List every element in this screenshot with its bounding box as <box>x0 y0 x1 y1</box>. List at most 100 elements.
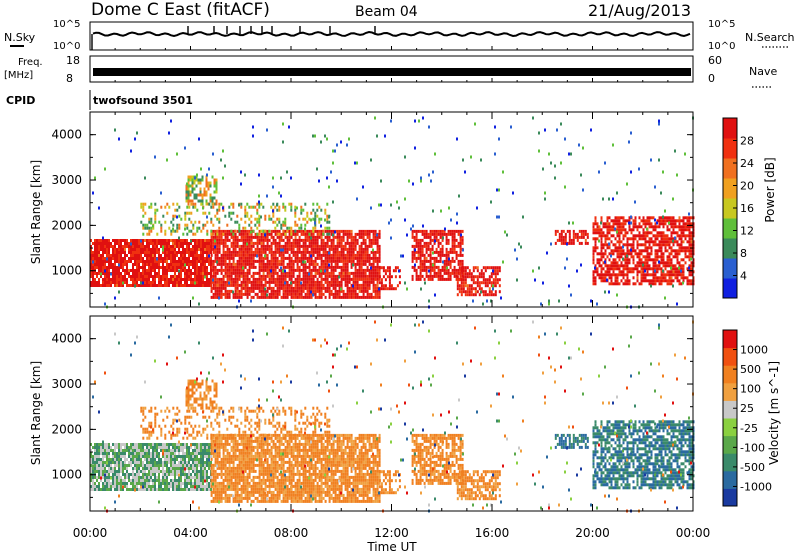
scatter-cell <box>631 267 633 270</box>
scatter-cell <box>110 266 112 269</box>
scatter-cell <box>333 275 335 278</box>
scatter-cell <box>689 243 691 246</box>
scatter-cell <box>633 225 635 228</box>
scatter-cell <box>114 473 116 476</box>
scatter-cell <box>681 264 683 267</box>
scatter-cell <box>649 240 651 243</box>
scatter-cell <box>116 443 118 446</box>
scatter-cell <box>239 254 241 257</box>
scatter-cell <box>112 443 114 446</box>
scatter-cell <box>112 257 114 260</box>
scatter-cell <box>617 279 619 282</box>
scatter-cell <box>150 263 152 266</box>
scatter-cell <box>110 281 112 284</box>
scatter-cell <box>397 266 399 269</box>
scatter-cell <box>263 260 265 263</box>
scatter-cell <box>420 254 422 257</box>
scatter-cell <box>259 239 261 242</box>
scatter-cell <box>264 255 266 258</box>
scatter-cell <box>313 269 315 272</box>
scatter-cell <box>108 260 110 263</box>
freq-tick-bottom: 8 <box>66 72 73 85</box>
scatter-cell <box>192 281 194 284</box>
scatter-cell <box>560 123 562 126</box>
scatter-cell <box>271 290 273 293</box>
scatter-cell <box>460 245 462 248</box>
scatter-cell <box>235 248 237 251</box>
scatter-cell <box>442 269 444 272</box>
scatter-cell <box>420 180 422 183</box>
scatter-cell <box>593 252 595 255</box>
scatter-cell <box>146 257 148 260</box>
scatter-cell <box>281 245 283 248</box>
scatter-cell <box>285 293 287 296</box>
scatter-cell <box>345 242 347 245</box>
scatter-cell <box>631 228 633 231</box>
scatter-cell <box>456 254 458 257</box>
scatter-cell <box>655 276 657 279</box>
scatter-cell <box>206 221 208 224</box>
scatter-cell <box>671 258 673 261</box>
scatter-cell <box>325 263 327 266</box>
scatter-cell <box>319 254 321 257</box>
scatter-cell <box>160 257 162 260</box>
scatter-cell <box>202 242 204 245</box>
scatter-cell <box>134 285 136 288</box>
scatter-cell <box>98 248 100 251</box>
scatter-cell <box>194 177 196 180</box>
scatter-cell <box>669 237 671 240</box>
scatter-cell <box>331 230 333 233</box>
scatter-cell <box>581 242 583 245</box>
scatter-cell <box>235 272 237 275</box>
scatter-cell <box>146 224 148 227</box>
scatter-cell <box>661 276 663 279</box>
scatter-cell <box>432 210 434 213</box>
scatter-cell <box>639 222 641 225</box>
scatter-cell <box>661 231 663 234</box>
scatter-cell <box>287 245 289 248</box>
scatter-cell <box>659 219 661 222</box>
scatter-cell <box>289 263 291 266</box>
scatter-cell <box>138 254 140 257</box>
scatter-cell <box>347 290 349 293</box>
scatter-cell <box>142 227 144 230</box>
scatter-cell <box>685 216 687 219</box>
scatter-cell <box>653 282 655 285</box>
scatter-cell <box>424 254 426 257</box>
scatter-cell <box>667 261 669 264</box>
scatter-cell <box>328 216 330 219</box>
scatter-cell <box>200 269 202 272</box>
scatter-cell <box>367 278 369 281</box>
cpid-label: CPID <box>6 94 35 107</box>
scatter-cell <box>373 278 375 281</box>
scatter-cell <box>307 293 309 296</box>
scatter-cell <box>593 237 595 240</box>
scatter-cell <box>438 260 440 263</box>
scatter-cell <box>106 482 108 485</box>
scatter-cell <box>340 141 342 144</box>
scatter-cell <box>434 294 436 297</box>
scatter-cell <box>271 278 273 281</box>
scatter-cell <box>361 263 363 266</box>
scatter-cell <box>311 260 313 263</box>
scatter-cell <box>279 281 281 284</box>
scatter-cell <box>273 296 275 299</box>
scatter-cell <box>283 254 285 257</box>
scatter-cell <box>104 263 106 266</box>
scatter-cell <box>150 257 152 260</box>
scatter-cell <box>130 284 132 287</box>
scatter-cell <box>566 243 568 246</box>
scatter-cell <box>361 290 363 293</box>
scatter-cell <box>619 219 621 222</box>
scatter-cell <box>200 254 202 257</box>
scatter-cell <box>635 225 637 228</box>
scatter-cell <box>160 284 162 287</box>
scatter-cell <box>150 242 152 245</box>
scatter-cell <box>275 239 277 242</box>
scatter-cell <box>446 239 448 242</box>
scatter-cell <box>333 251 335 254</box>
scatter-cell <box>241 260 243 263</box>
scatter-cell <box>317 278 319 281</box>
scatter-cell <box>200 179 202 182</box>
scatter-cell <box>373 260 375 263</box>
